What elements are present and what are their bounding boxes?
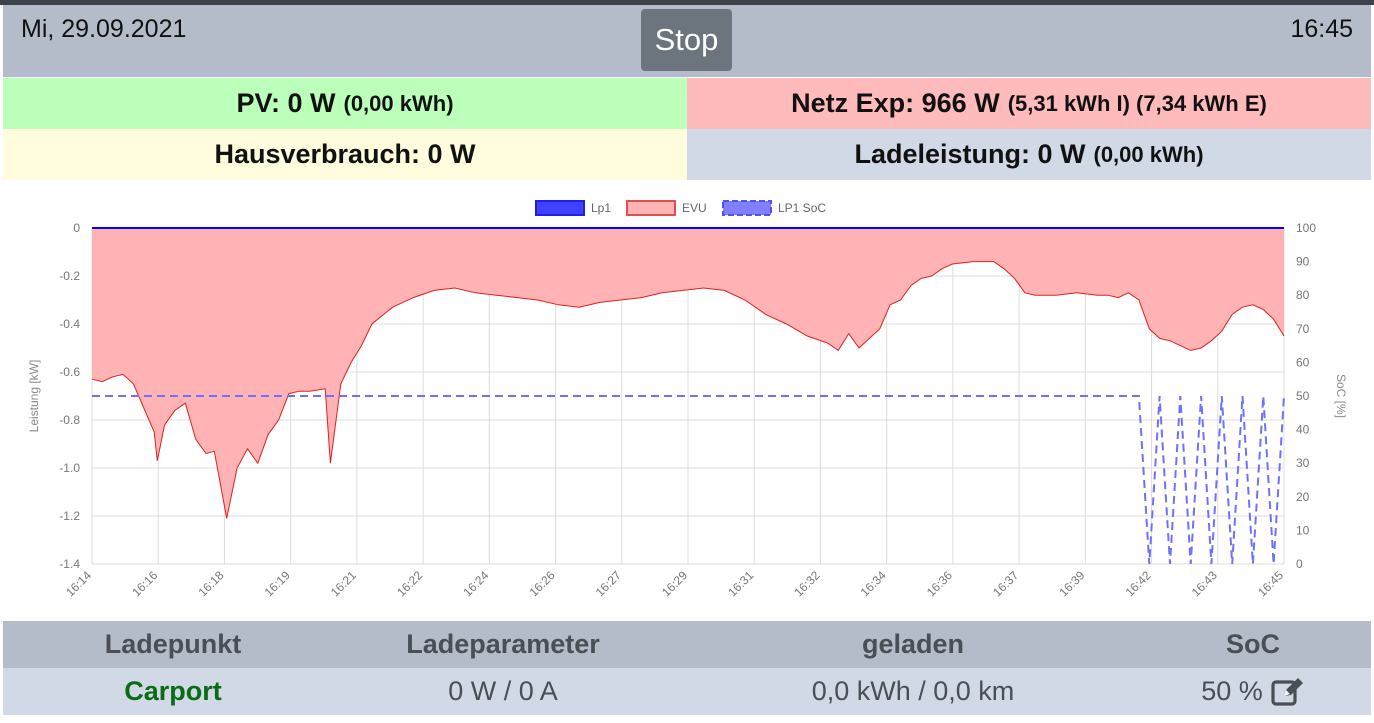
charging-power-stat: Ladeleistung: 0 W (0,00 kWh): [687, 129, 1371, 180]
soc-cell: 50 %: [1183, 676, 1323, 708]
y-tick-label: 0: [73, 221, 80, 235]
header-ladepunkt: Ladepunkt: [104, 629, 242, 659]
y2-tick-label: 50: [1296, 389, 1310, 403]
x-tick-label: 16:36: [924, 568, 955, 599]
grid-energy: (5,31 kWh I) (7,34 kWh E): [1007, 90, 1267, 116]
x-tick-label: 16:34: [858, 568, 889, 599]
x-tick-label: 16:32: [791, 568, 822, 599]
chargepoint-table-header: Ladepunkt Ladeparameter geladen SoC: [3, 621, 1371, 668]
chart-legend: Lp1 EVU LP1 SoC: [535, 200, 826, 216]
top-border: [0, 0, 1374, 5]
x-tick-label: 16:22: [394, 568, 425, 599]
edit-icon[interactable]: [1271, 676, 1305, 708]
header-geladen: geladen: [861, 629, 965, 659]
y-tick-label: -0.6: [59, 365, 80, 379]
x-tick-label: 16:42: [1123, 568, 1154, 599]
soc-line: [92, 395, 1285, 565]
y2-tick-label: 30: [1296, 456, 1310, 470]
header-soc: SoC: [1226, 629, 1280, 659]
x-tick-label: 16:16: [129, 568, 160, 599]
charging-power: Ladeleistung: 0 W: [854, 139, 1086, 169]
evu-area: [92, 228, 1284, 519]
header-ladeparameter: Ladeparameter: [406, 629, 600, 659]
legend-swatch: [626, 200, 676, 216]
legend-swatch: [535, 200, 585, 216]
time-label: 16:45: [1290, 15, 1353, 43]
y2-tick-label: 70: [1296, 322, 1310, 336]
charged-amount: 0,0 kWh / 0,0 km: [811, 676, 1015, 706]
chargepoint-name[interactable]: Carport: [124, 676, 222, 706]
y-tick-label: -0.8: [59, 413, 80, 427]
legend-swatch: [722, 200, 772, 216]
soc-value: 50 %: [1201, 676, 1263, 706]
x-tick-label: 16:27: [593, 568, 624, 599]
charging-energy: (0,00 kWh): [1093, 141, 1204, 167]
x-tick-label: 16:24: [460, 568, 491, 599]
grid-stat: Netz Exp: 966 W (5,31 kWh I) (7,34 kWh E…: [687, 78, 1371, 129]
y2-tick-label: 100: [1296, 221, 1316, 235]
date-label: Mi, 29.09.2021: [21, 15, 187, 43]
y2-tick-label: 0: [1296, 557, 1303, 571]
legend-label: EVU: [682, 201, 707, 215]
y-tick-label: -0.4: [59, 317, 80, 331]
pv-stat: PV: 0 W (0,00 kWh): [3, 78, 687, 129]
legend-label: LP1 SoC: [778, 201, 826, 215]
power-chart: 0-0.2-0.4-0.6-0.8-1.0-1.2-1.410090807060…: [27, 200, 1348, 599]
x-tick-label: 16:21: [328, 568, 359, 599]
house-consumption-stat: Hausverbrauch: 0 W: [3, 129, 687, 180]
x-tick-label: 16:19: [262, 568, 293, 599]
chart-series: [91, 227, 1285, 565]
y-tick-label: -0.2: [59, 269, 80, 283]
pv-energy: (0,00 kWh): [343, 90, 454, 116]
y-axis-title: Leistung [kW]: [27, 360, 41, 433]
x-tick-label: 16:39: [1056, 568, 1087, 599]
y-tick-label: -1.2: [59, 509, 80, 523]
header-bar: Mi, 29.09.2021 Stop 16:45: [3, 5, 1371, 77]
y2-tick-label: 10: [1296, 523, 1310, 537]
y2-tick-label: 60: [1296, 355, 1310, 369]
chargepoint-row[interactable]: Carport 0 W / 0 A 0,0 kWh / 0,0 km 50 %: [3, 668, 1371, 715]
y2-tick-label: 20: [1296, 490, 1310, 504]
x-tick-label: 16:37: [990, 568, 1021, 599]
stop-button[interactable]: Stop: [641, 9, 732, 71]
x-tick-label: 16:26: [527, 568, 558, 599]
x-tick-label: 16:29: [659, 568, 690, 599]
y2-tick-label: 40: [1296, 423, 1310, 437]
x-tick-label: 16:43: [1189, 568, 1220, 599]
pv-power: PV: 0 W: [236, 88, 336, 118]
x-tick-label: 16:31: [725, 568, 756, 599]
y2-tick-label: 90: [1296, 255, 1310, 269]
y-tick-label: -1.0: [59, 461, 80, 475]
x-tick-label: 16:14: [63, 568, 94, 599]
evu-line: [91, 261, 1285, 519]
x-tick-label: 16:45: [1255, 568, 1286, 599]
grid-power: Netz Exp: 966 W: [791, 88, 1000, 118]
y-tick-label: -1.4: [59, 557, 80, 571]
house-consumption: Hausverbrauch: 0 W: [214, 139, 476, 169]
legend-label: Lp1: [591, 201, 611, 215]
y2-axis-title: SoC [%]: [1334, 374, 1348, 418]
charge-params: 0 W / 0 A: [448, 676, 558, 706]
x-tick-label: 16:18: [195, 568, 226, 599]
y2-tick-label: 80: [1296, 288, 1310, 302]
